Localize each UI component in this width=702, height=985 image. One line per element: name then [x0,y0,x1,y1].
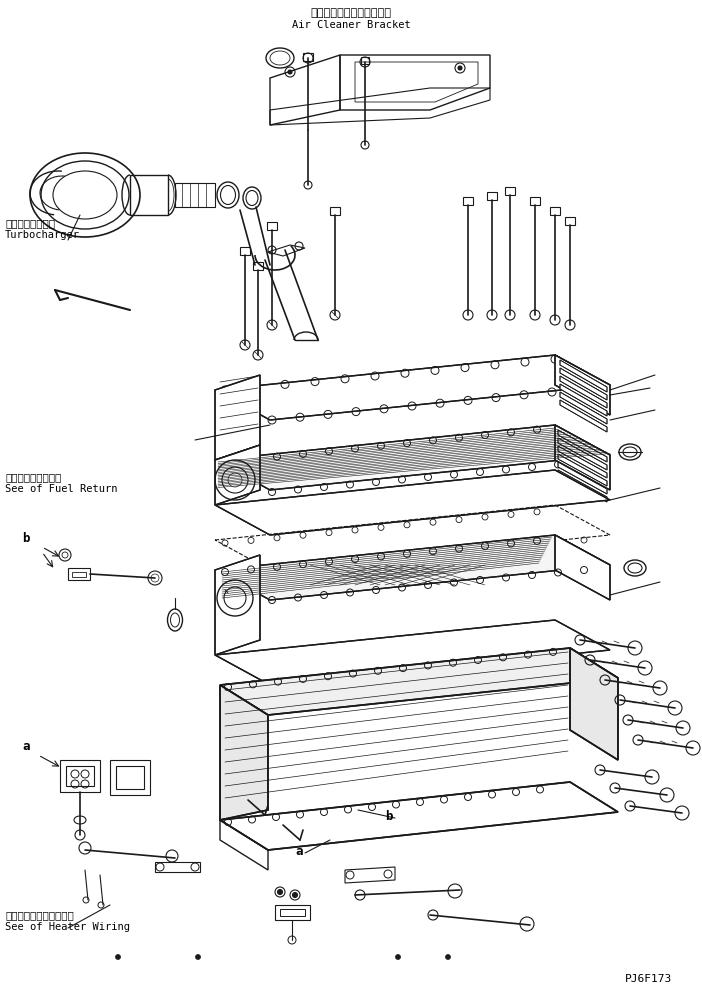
Bar [361,57,369,64]
Bar [487,192,497,200]
Circle shape [288,70,292,74]
Text: エアークリーナブラケット: エアークリーナブラケット [310,8,392,18]
Polygon shape [558,430,607,462]
Bar [530,197,540,205]
Bar [463,197,473,205]
Circle shape [458,66,462,70]
Bar [253,262,263,270]
Text: b: b [22,532,29,545]
Polygon shape [560,400,607,432]
Polygon shape [220,685,268,820]
Polygon shape [215,445,260,505]
Text: フェルリターン参照: フェルリターン参照 [5,472,61,482]
Polygon shape [215,535,610,600]
Circle shape [446,954,451,959]
Text: Turbocharger: Turbocharger [5,230,80,240]
Text: See of Fuel Return: See of Fuel Return [5,484,117,494]
Polygon shape [215,425,610,490]
Polygon shape [555,535,610,600]
Polygon shape [215,355,610,420]
Polygon shape [560,360,607,392]
Bar [240,247,250,255]
Polygon shape [558,454,607,486]
Circle shape [116,954,121,959]
Text: a: a [22,740,29,753]
Text: Air Cleaner Bracket: Air Cleaner Bracket [291,20,411,30]
Polygon shape [555,355,610,415]
Polygon shape [558,438,607,470]
Polygon shape [560,368,607,400]
Polygon shape [215,620,610,685]
Text: PJ6F173: PJ6F173 [625,974,673,984]
Polygon shape [220,648,618,715]
Circle shape [195,954,201,959]
Bar [267,222,277,230]
Polygon shape [560,376,607,408]
Polygon shape [558,446,607,478]
Text: ヒータワイヤリング参照: ヒータワイヤリング参照 [5,910,74,920]
Text: b: b [385,810,392,823]
Polygon shape [215,375,260,460]
Circle shape [395,954,401,959]
Polygon shape [555,425,610,490]
Polygon shape [560,384,607,416]
Text: ターボチャージャ: ターボチャージャ [5,218,55,228]
Polygon shape [215,470,610,535]
Polygon shape [560,392,607,424]
Polygon shape [215,555,260,655]
Polygon shape [558,470,607,502]
Bar [303,53,313,61]
Polygon shape [220,782,618,850]
Bar [550,207,560,215]
Text: See of Heater Wiring: See of Heater Wiring [5,922,130,932]
Bar [565,217,575,225]
Polygon shape [570,648,618,760]
Circle shape [293,892,298,897]
Bar [505,187,515,195]
Text: a: a [295,845,303,858]
Circle shape [277,889,282,894]
Bar [330,207,340,215]
Polygon shape [558,462,607,494]
